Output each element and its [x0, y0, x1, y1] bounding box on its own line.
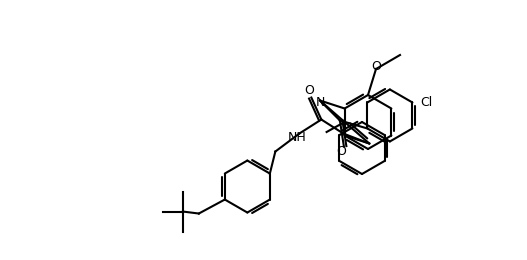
Text: N: N	[316, 96, 326, 109]
Text: NH: NH	[288, 131, 307, 144]
Text: O: O	[305, 84, 314, 97]
Text: O: O	[371, 61, 381, 74]
Text: Cl: Cl	[421, 96, 433, 109]
Text: O: O	[336, 145, 346, 158]
